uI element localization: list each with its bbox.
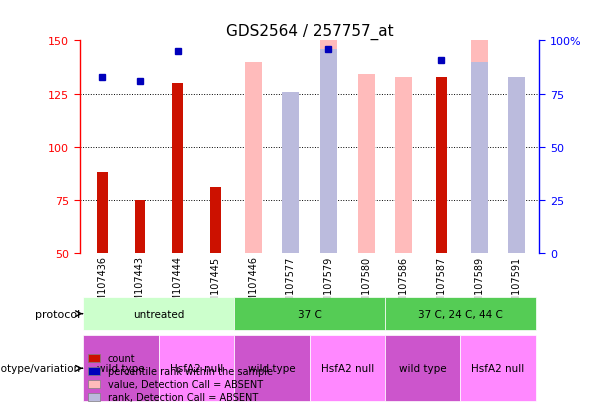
Text: GSM107444: GSM107444 xyxy=(173,256,183,315)
Text: protocol: protocol xyxy=(35,309,80,319)
Bar xyxy=(159,336,234,401)
Bar xyxy=(357,75,375,254)
Bar xyxy=(245,62,262,254)
Text: wild type: wild type xyxy=(248,363,295,373)
Text: GSM107445: GSM107445 xyxy=(210,256,220,315)
Text: GSM107579: GSM107579 xyxy=(324,256,333,315)
Text: GSM107436: GSM107436 xyxy=(97,256,107,315)
Bar xyxy=(320,50,337,254)
Bar xyxy=(471,0,487,254)
Bar xyxy=(460,336,536,401)
Bar xyxy=(97,173,107,254)
Text: GSM107589: GSM107589 xyxy=(474,256,484,315)
Bar xyxy=(210,188,221,254)
Bar xyxy=(310,336,385,401)
Bar xyxy=(83,336,159,401)
Text: wild type: wild type xyxy=(97,363,145,373)
Legend: count, percentile rank within the sample, value, Detection Call = ABSENT, rank, : count, percentile rank within the sample… xyxy=(85,350,277,406)
Bar xyxy=(234,336,310,401)
Bar xyxy=(436,77,447,254)
Text: wild type: wild type xyxy=(399,363,446,373)
Text: HsfA2 null: HsfA2 null xyxy=(170,363,223,373)
Text: GSM107587: GSM107587 xyxy=(436,256,446,315)
Text: GSM107580: GSM107580 xyxy=(361,256,371,315)
Text: GSM107586: GSM107586 xyxy=(399,256,409,315)
Text: 37 C: 37 C xyxy=(298,309,321,319)
Text: 37 C, 24 C, 44 C: 37 C, 24 C, 44 C xyxy=(418,309,503,319)
Text: GSM107591: GSM107591 xyxy=(512,256,522,315)
Bar xyxy=(395,77,413,254)
Text: GSM107577: GSM107577 xyxy=(286,256,295,315)
Text: HsfA2 null: HsfA2 null xyxy=(471,363,525,373)
Bar xyxy=(385,336,460,401)
Bar xyxy=(172,84,183,254)
Bar xyxy=(471,62,487,254)
Bar xyxy=(234,297,385,330)
Text: HsfA2 null: HsfA2 null xyxy=(321,363,374,373)
Text: untreated: untreated xyxy=(133,309,185,319)
Bar xyxy=(320,0,337,254)
Bar xyxy=(83,297,234,330)
Bar xyxy=(508,77,525,254)
Text: genotype/variation: genotype/variation xyxy=(0,363,80,373)
Text: GSM107443: GSM107443 xyxy=(135,256,145,315)
Title: GDS2564 / 257757_at: GDS2564 / 257757_at xyxy=(226,24,394,40)
Bar xyxy=(135,201,145,254)
Text: GSM107446: GSM107446 xyxy=(248,256,258,315)
Bar xyxy=(282,92,299,254)
Bar xyxy=(385,297,536,330)
